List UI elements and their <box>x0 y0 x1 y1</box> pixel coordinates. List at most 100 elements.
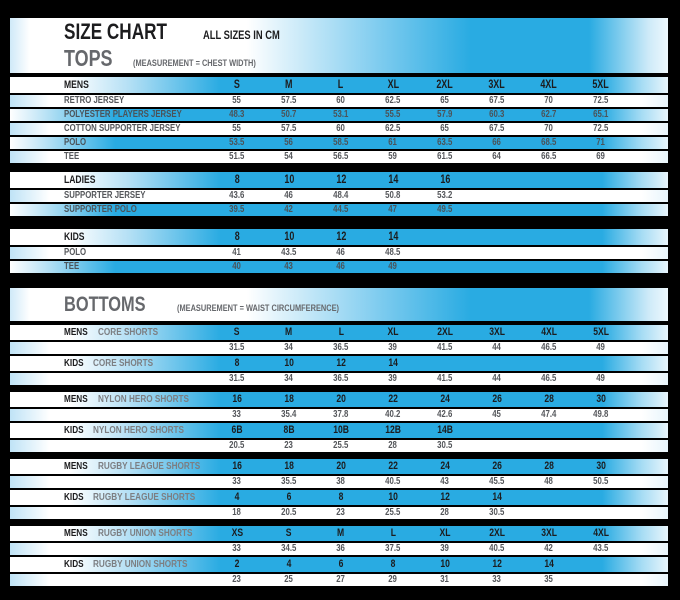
item-label: POLO <box>64 137 87 148</box>
value-cell: 55.5 <box>367 109 419 121</box>
size-cell: S <box>211 77 263 93</box>
size-cell: 10 <box>367 490 419 505</box>
value-cell: 25.5 <box>315 440 367 452</box>
row-label <box>10 342 211 354</box>
size-cell: 4 <box>211 490 263 505</box>
size-cell-text: 18 <box>284 393 294 405</box>
size-cell-text: L <box>338 326 344 338</box>
size-cell-text: 5XL <box>592 79 610 91</box>
size-cell: 12 <box>315 356 367 371</box>
size-cell-text: 28 <box>544 460 554 472</box>
item-label: TEE <box>64 261 80 272</box>
size-cell-text: M <box>285 79 293 91</box>
value-cell <box>523 247 575 259</box>
value-cell: 34.5 <box>263 543 315 555</box>
value-cell-text: 48 <box>544 476 554 487</box>
size-cell: 3XL <box>471 77 523 93</box>
value-cell-text: 46.5 <box>541 373 557 384</box>
value-cell <box>523 190 575 202</box>
value-cell-text: 44.5 <box>333 204 349 215</box>
value-cell-text: 34 <box>284 373 294 384</box>
size-cell-text: L <box>338 79 344 91</box>
value-cell-text: 41 <box>232 247 242 258</box>
chart-frame: SIZE CHART ALL SIZES IN CM TOPS (MEASURE… <box>10 18 668 586</box>
value-cell-text: 62.5 <box>385 95 401 106</box>
value-cell-text: 53.5 <box>229 137 245 148</box>
size-cell: 4XL <box>523 77 575 93</box>
size-cell: 14B <box>419 423 471 438</box>
size-cell-text: 8 <box>234 357 240 369</box>
value-cell-text: 37.8 <box>333 409 349 420</box>
value-cell-text: 23 <box>336 507 346 518</box>
size-cell-text: 8 <box>390 558 396 570</box>
value-cell: 31.5 <box>211 342 263 354</box>
value-cell: 25.5 <box>367 507 419 519</box>
value-cell: 48.3 <box>211 109 263 121</box>
group-label: LADIES <box>64 174 96 186</box>
group-label: MENS <box>64 79 89 91</box>
tops-table-mens: MENS S M L XL 2XL 3XL 4XL 5XL RETRO JERSEY 55 57.5 6… <box>10 77 668 163</box>
size-cell: 2 <box>211 557 263 572</box>
value-cell-text: 29 <box>388 574 398 585</box>
bottoms-heading: BOTTOMS <box>64 293 146 316</box>
size-cell <box>575 172 627 188</box>
value-cell-text: 46.5 <box>541 342 557 353</box>
row-label: MENS RUGBY LEAGUE SHORTS <box>10 459 211 474</box>
size-cell: 16 <box>419 172 471 188</box>
value-cell: 57.9 <box>419 109 471 121</box>
value-cell: 40.5 <box>471 543 523 555</box>
size-row: SUPPORTER JERSEY 43.6 46 48.4 50.8 53.2 <box>10 190 668 202</box>
size-cell: 28 <box>523 459 575 474</box>
row-label: COTTON SUPPORTER JERSEY <box>10 123 211 135</box>
value-cell <box>575 574 627 586</box>
row-label: KIDS <box>10 229 211 245</box>
value-cell: 43.5 <box>575 543 627 555</box>
size-cell: 30 <box>575 392 627 407</box>
size-header-row: MENS S M L XL 2XL 3XL 4XL 5XL <box>10 77 668 93</box>
value-cell: 54 <box>263 151 315 163</box>
value-cell-text: 45.5 <box>489 476 505 487</box>
row-label <box>10 409 211 421</box>
value-cell: 41.5 <box>419 342 471 354</box>
product-label: RUGBY LEAGUE SHORTS <box>93 491 196 503</box>
size-cell-text: 14B <box>437 424 453 436</box>
value-cell: 42 <box>263 204 315 216</box>
row-label: TEE <box>10 261 211 273</box>
value-cell-text: 63.5 <box>437 137 453 148</box>
size-cell: L <box>315 325 367 340</box>
size-cell: 3XL <box>471 325 523 340</box>
item-label: SUPPORTER JERSEY <box>64 190 146 201</box>
value-cell-text: 57.5 <box>281 123 297 134</box>
size-cell-text: XL <box>387 79 399 91</box>
value-cell-text: 31.5 <box>229 342 245 353</box>
value-cell-text: 47.4 <box>541 409 557 420</box>
value-cell: 40.2 <box>367 409 419 421</box>
value-cell <box>523 507 575 519</box>
size-cell-text: 5XL <box>593 326 609 338</box>
value-cell: 62.5 <box>367 95 419 107</box>
size-header-row: MENS NYLON HERO SHORTS 16 18 20 22 24 26 28 30 <box>10 392 668 407</box>
value-cell-text: 36.5 <box>333 342 349 353</box>
value-cell <box>575 261 627 273</box>
size-cell: 12B <box>367 423 419 438</box>
item-label: TEE <box>64 151 80 162</box>
value-cell: 60 <box>315 95 367 107</box>
row-label: MENS RUGBY UNION SHORTS <box>10 526 211 541</box>
value-cell: 23 <box>263 440 315 452</box>
value-cell-text: 48.3 <box>229 109 245 120</box>
value-cell-text: 49 <box>388 261 398 272</box>
product-label: RUGBY UNION SHORTS <box>98 527 193 539</box>
size-cell <box>471 229 523 245</box>
value-cell: 49 <box>575 373 627 385</box>
all-sizes-note: ALL SIZES IN CM <box>203 28 280 42</box>
size-cell: 8 <box>211 229 263 245</box>
row-label: MENS <box>10 77 211 93</box>
value-cell: 40.5 <box>367 476 419 488</box>
row-label: POLO <box>10 247 211 259</box>
size-cell-text: 14 <box>492 491 502 503</box>
row-label: LADIES <box>10 172 211 188</box>
value-cell-text: 18 <box>232 507 242 518</box>
size-cell-text: 22 <box>388 393 398 405</box>
size-cell: 6B <box>211 423 263 438</box>
item-label: POLO <box>64 247 87 258</box>
